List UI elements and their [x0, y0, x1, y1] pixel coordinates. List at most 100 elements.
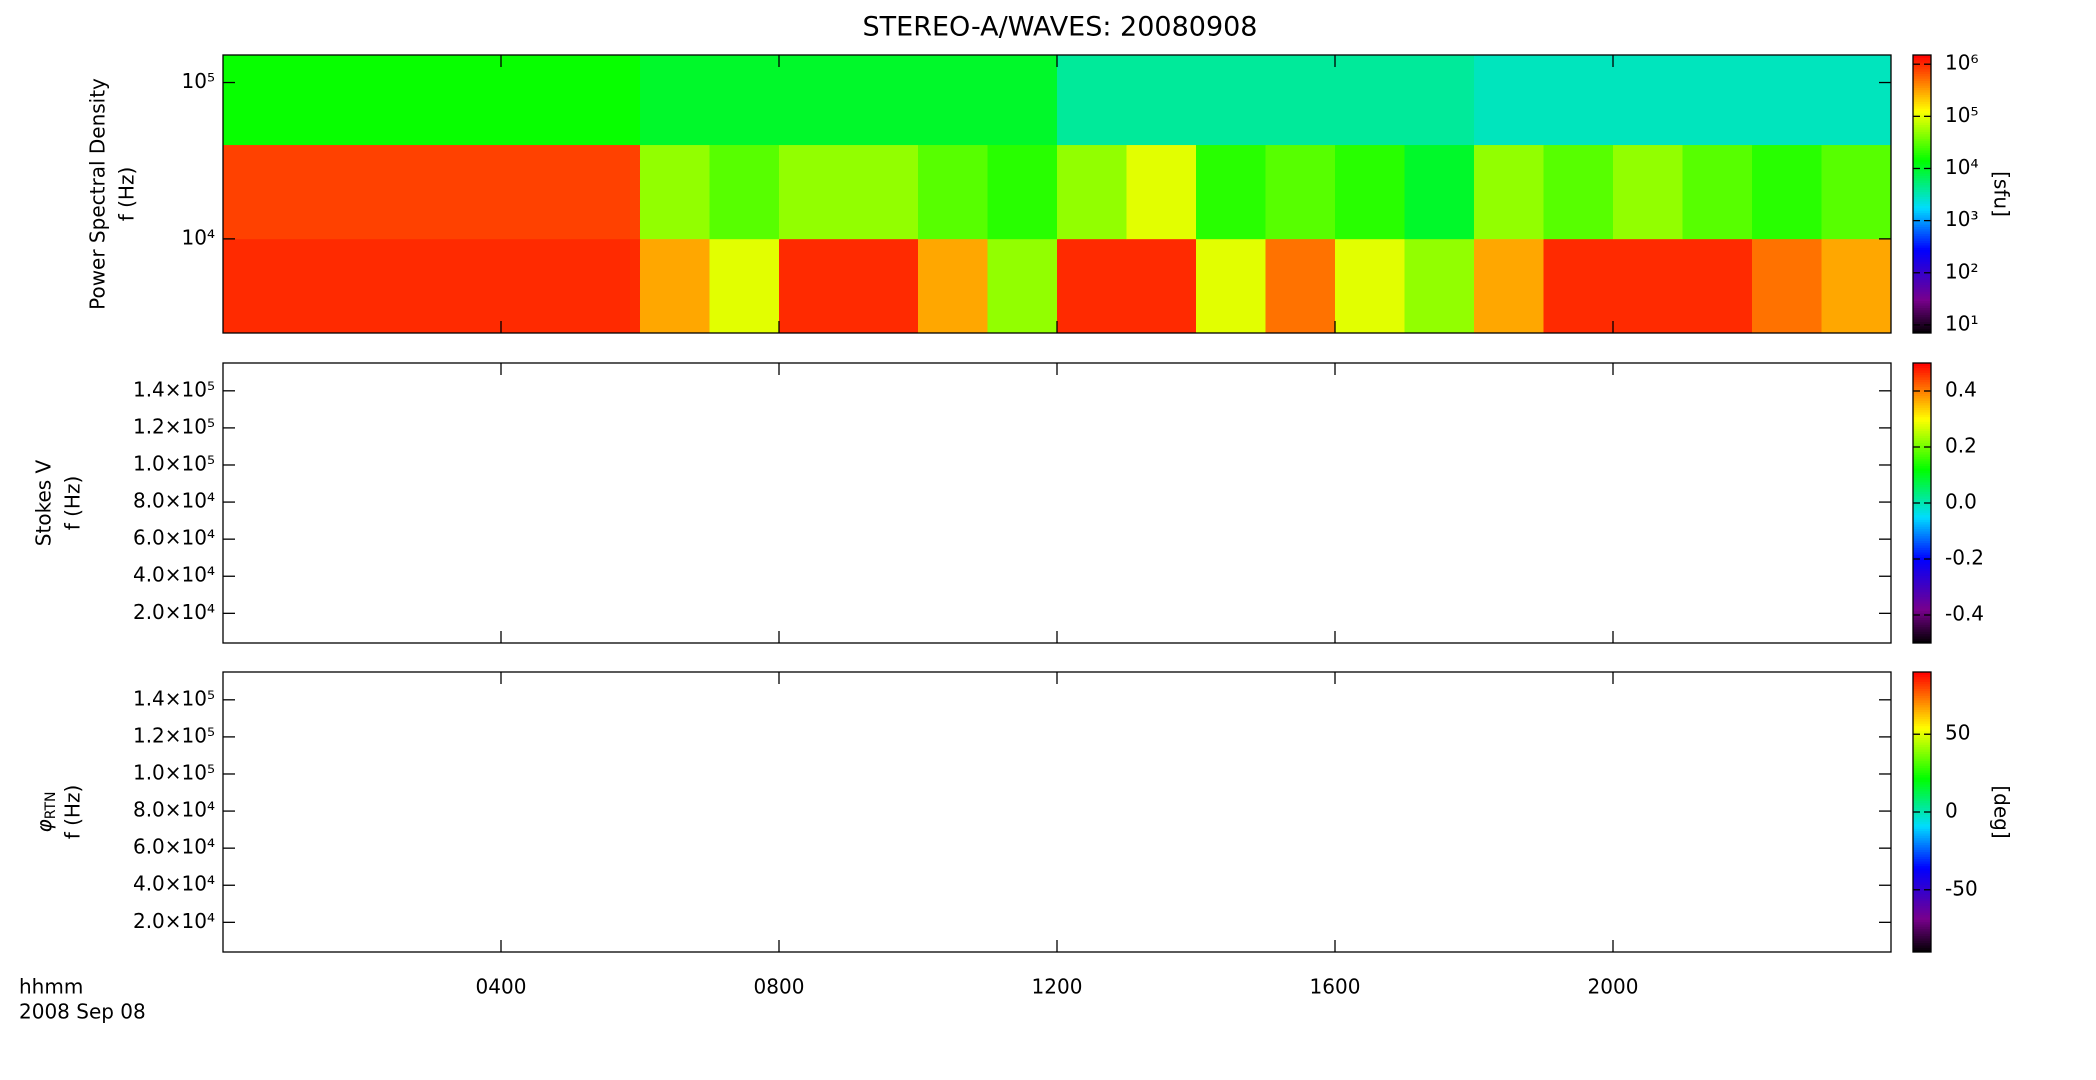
colorbar-swatch: [1913, 461, 1931, 464]
colorbar-swatch: [1913, 122, 1931, 125]
colorbar-swatch: [1913, 282, 1931, 285]
colorbar-swatch: [1913, 819, 1931, 822]
colorbar-swatch: [1913, 540, 1931, 544]
colorbar-swatch: [1913, 584, 1931, 588]
colorbar-swatch: [1913, 826, 1931, 829]
colorbar-swatch: [1913, 615, 1931, 618]
plot-frame: [222, 362, 1892, 644]
colorbar-swatch: [1913, 131, 1931, 135]
colorbar-swatch: [1913, 126, 1931, 130]
colorbar-swatch: [1913, 809, 1931, 813]
colorbar-swatch: [1913, 68, 1931, 72]
heatmap-cell: [640, 144, 710, 240]
colorbar-swatch: [1913, 858, 1931, 862]
colorbar-swatch: [1913, 55, 1931, 58]
colorbar-swatch: [1913, 182, 1931, 186]
colorbar-swatch: [1913, 233, 1931, 237]
colorbar-swatch: [1913, 568, 1931, 572]
colorbar-swatch: [1913, 912, 1931, 916]
colorbar-swatch: [1913, 64, 1931, 68]
colorbar-swatch: [1913, 470, 1931, 474]
colorbar-tick-label: 0.2: [1945, 434, 1977, 458]
colorbar-swatch: [1913, 695, 1931, 699]
colorbar-swatch: [1913, 205, 1931, 209]
colorbar-swatch: [1913, 96, 1931, 100]
heatmap-cell: [431, 55, 502, 146]
colorbar-swatch: [1913, 295, 1931, 299]
colorbar-swatch: [1913, 765, 1931, 769]
colorbar-swatch: [1913, 507, 1931, 511]
heatmap-cell: [223, 55, 293, 146]
colorbar-swatch: [1913, 884, 1931, 888]
colorbar-swatch: [1913, 433, 1931, 436]
colorbar-swatch: [1913, 814, 1931, 818]
colorbar-swatch: [1913, 854, 1931, 857]
colorbar-swatch: [1913, 388, 1931, 392]
colorbar-swatch: [1913, 907, 1931, 911]
colorbar-swatch: [1913, 143, 1931, 146]
colorbar-swatch: [1913, 73, 1931, 77]
colorbar-swatch: [1913, 328, 1931, 332]
colorbar-swatch: [1913, 549, 1931, 553]
heatmap-cell: [1057, 55, 1127, 146]
colorbar-swatch: [1913, 140, 1931, 144]
colorbar-swatch: [1913, 865, 1931, 869]
colorbar-swatch: [1913, 477, 1931, 481]
colorbar-swatch: [1913, 284, 1931, 288]
colorbar-tick-label: 10⁵: [1945, 103, 1978, 127]
colorbar-swatch: [1913, 395, 1931, 399]
colorbar-swatch: [1913, 626, 1931, 630]
heatmap-cell: [292, 55, 363, 146]
colorbar-swatch: [1913, 931, 1931, 934]
colorbar-tick-label: 10²: [1945, 259, 1978, 283]
colorbar-swatch: [1913, 914, 1931, 918]
colorbar-swatch: [1913, 465, 1931, 469]
colorbar-swatch: [1913, 203, 1931, 207]
colorbar-swatch: [1913, 570, 1931, 574]
colorbar-swatch: [1913, 451, 1931, 455]
colorbar-swatch: [1913, 82, 1931, 86]
colorbar-swatch: [1913, 309, 1931, 313]
colorbar-swatch: [1913, 875, 1931, 878]
heatmap-cell: [362, 238, 432, 334]
heatmap-cell: [918, 238, 988, 334]
colorbar-swatch: [1913, 59, 1931, 63]
colorbar-swatch: [1913, 330, 1931, 334]
colorbar-swatch: [1913, 288, 1931, 292]
colorbar-swatch: [1913, 175, 1931, 179]
colorbar-swatch: [1913, 903, 1931, 906]
colorbar-swatch: [1913, 566, 1931, 569]
colorbar-swatch: [1913, 66, 1931, 70]
colorbar-swatch: [1913, 533, 1931, 537]
y-tick-label: 4.0×10⁴: [133, 563, 215, 587]
colorbar-swatch: [1913, 816, 1931, 820]
colorbar-swatch: [1913, 589, 1931, 593]
heatmap-cell: [223, 238, 293, 334]
colorbar-swatch: [1913, 674, 1931, 678]
colorbar-label: [deg]: [1990, 785, 2014, 838]
colorbar-swatch: [1913, 405, 1931, 408]
colorbar-swatch: [1913, 594, 1931, 597]
colorbar-swatch: [1913, 80, 1931, 84]
colorbar-swatch: [1913, 159, 1931, 163]
colorbar-swatch: [1913, 510, 1931, 513]
colorbar-swatch: [1913, 718, 1931, 722]
heatmap-cell: [1752, 55, 1822, 146]
heatmap-cell: [987, 238, 1058, 334]
colorbar-swatch: [1913, 235, 1931, 239]
colorbar-swatch: [1913, 89, 1931, 93]
colorbar-swatch: [1913, 238, 1931, 241]
colorbar-swatch: [1913, 767, 1931, 771]
colorbar-swatch: [1913, 823, 1931, 827]
colorbar-swatch: [1913, 746, 1931, 750]
heatmap-cell: [501, 144, 571, 240]
colorbar-swatch: [1913, 149, 1931, 153]
colorbar-swatch: [1913, 194, 1931, 197]
colorbar-swatch: [1913, 503, 1931, 506]
colorbar-swatch: [1913, 307, 1931, 311]
colorbar-swatch: [1913, 707, 1931, 710]
colorbar-swatch: [1913, 416, 1931, 420]
colorbar-swatch: [1913, 305, 1931, 309]
colorbar-swatch: [1913, 377, 1931, 380]
colorbar-swatch: [1913, 173, 1931, 176]
